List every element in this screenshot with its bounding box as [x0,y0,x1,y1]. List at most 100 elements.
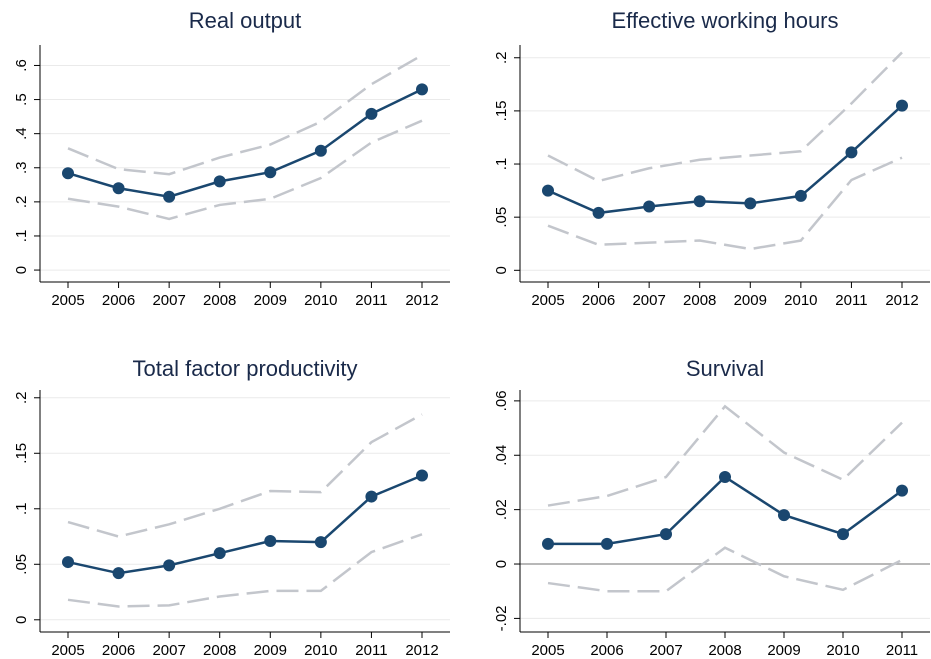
point [693,195,706,208]
point [643,200,656,213]
x-tick-label: 2009 [767,642,800,659]
panel: Effective working hours 0 .05 .1 .15 .2 2005 20… [493,8,930,309]
point [896,99,908,112]
panel: Survival -.02 0 .02 .04 .06 2005 2006 2007 2008 20… [493,356,930,659]
y-tick-label: 0 [13,616,30,624]
point [719,471,731,484]
y-tick-label: .2 [493,51,510,64]
y-tick-label: .02 [493,499,510,520]
y-tick-label: .06 [493,390,510,411]
panel-title: Survival [686,356,764,381]
x-tick-label: 2008 [203,642,236,659]
y-tick-label: .1 [13,503,30,516]
x-tick-label: 2009 [254,292,287,309]
x-tick-label: 2010 [784,292,817,309]
y-tick-label: 0 [493,560,510,568]
y-tick-label: .05 [493,207,510,228]
panel-title: Total factor productivity [133,356,358,381]
point [542,537,554,550]
x-tick-label: 2008 [683,292,716,309]
series-line [67,54,423,176]
point [163,190,176,203]
x-tick-label: 2010 [304,642,337,659]
x-tick-label: 2006 [590,642,623,659]
series-line [547,546,903,593]
y-tick-label: .15 [493,100,510,121]
x-tick-label: 2011 [835,292,867,309]
x-tick-label: 2007 [632,292,665,309]
series-line [547,104,903,215]
y-tick-label: .15 [13,443,30,464]
x-tick-label: 2012 [885,292,918,309]
series-line [67,413,423,538]
point [601,537,613,550]
x-tick-label: 2012 [405,642,438,659]
point [112,182,125,195]
panel: Total factor productivity 0 .05 .1 .15 .2 2005… [13,356,450,659]
point [416,83,428,96]
point [778,509,790,522]
point [794,189,807,202]
x-tick-label: 2007 [152,292,185,309]
x-tick-label: 2006 [582,292,615,309]
panel: Real output 0 .1 .2 .3 .4 .5 .6 2005 2006 2007 2008… [13,8,450,309]
panel-title: Effective working hours [611,8,838,33]
x-tick-label: 2005 [51,292,84,309]
point [837,528,849,541]
y-tick-label: 0 [13,266,30,274]
point [416,469,428,482]
point [213,547,226,560]
point [264,534,277,547]
series-line [547,156,903,251]
point [365,107,378,120]
y-tick-label: .4 [13,127,30,140]
point [163,559,176,572]
point [365,490,378,503]
point [592,206,605,219]
point [744,197,757,210]
series-line [67,119,423,221]
x-tick-label: 2007 [152,642,185,659]
y-tick-label: .1 [493,158,510,171]
x-tick-label: 2011 [355,292,387,309]
x-tick-label: 2008 [203,292,236,309]
series-line [67,474,423,575]
y-tick-label: .05 [13,554,30,575]
y-tick-label: 0 [493,266,510,274]
panel-title: Real output [189,8,302,33]
point [896,484,908,497]
x-tick-label: 2012 [405,292,438,309]
y-tick-label: .5 [13,93,30,106]
point [845,146,858,159]
x-tick-label: 2009 [734,292,767,309]
x-tick-label: 2009 [254,642,287,659]
x-tick-label: 2011 [886,642,918,659]
point [213,175,226,188]
point [264,166,277,179]
x-tick-label: 2010 [826,642,859,659]
x-tick-label: 2005 [51,642,84,659]
x-tick-label: 2006 [102,642,135,659]
point [112,567,125,580]
x-tick-label: 2008 [708,642,741,659]
y-tick-label: -.02 [493,605,510,631]
x-tick-label: 2005 [531,292,564,309]
point [542,184,554,197]
y-tick-label: .3 [13,162,30,175]
series-line [67,533,423,608]
series-line [547,51,903,183]
series-line [67,88,423,199]
point [660,528,672,541]
x-tick-label: 2006 [102,292,135,309]
y-tick-label: .6 [13,59,30,72]
x-tick-label: 2011 [355,642,387,659]
point [314,144,327,157]
point [314,536,327,549]
x-tick-label: 2010 [304,292,337,309]
x-tick-label: 2005 [531,642,564,659]
series-line [547,404,903,507]
x-tick-label: 2007 [649,642,682,659]
y-tick-label: .2 [13,392,30,405]
y-tick-label: .1 [13,230,30,243]
point [62,167,74,180]
